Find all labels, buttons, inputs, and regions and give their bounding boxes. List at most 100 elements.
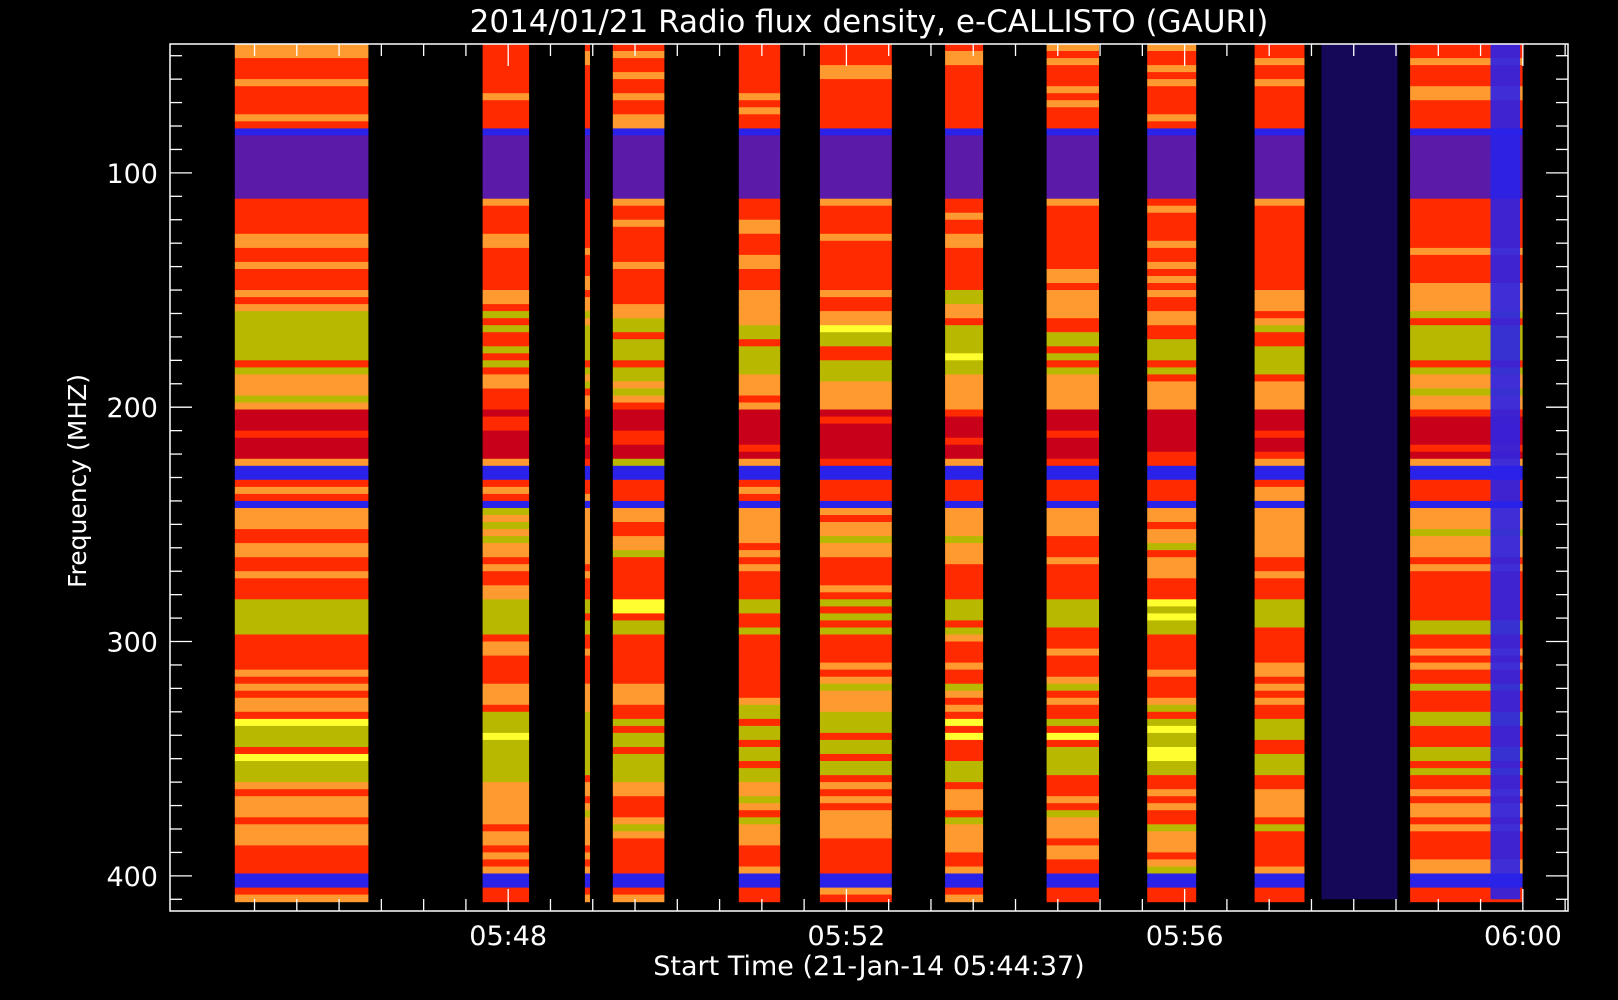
spectrogram-cell: [482, 86, 530, 94]
spectrogram-cell: [482, 304, 530, 312]
spectrogram-cell: [819, 697, 892, 706]
spectrogram-cell: [819, 536, 892, 544]
spectrogram-cell: [584, 247, 590, 256]
spectrogram-cell: [819, 648, 892, 657]
spectrogram-cell: [234, 606, 369, 614]
spectrogram-cell: [945, 887, 984, 896]
spectrogram-cell: [584, 128, 590, 136]
spectrogram-cell: [945, 522, 984, 530]
spectrogram-cell: [612, 402, 665, 411]
spectrogram-cell: [584, 58, 590, 66]
spectrogram-cell: [1046, 360, 1099, 368]
spectrogram-cell: [1410, 831, 1523, 839]
spectrogram-cell: [1410, 254, 1523, 263]
spectrogram-cell: [1410, 198, 1523, 207]
spectrogram-cell: [1147, 107, 1197, 115]
spectrogram-cell: [584, 662, 590, 671]
spectrogram-cell: [738, 395, 781, 404]
spectrogram-cell: [234, 739, 369, 748]
spectrogram-cell: [234, 402, 369, 411]
spectrogram-cell: [738, 697, 781, 706]
spectrogram-cell: [482, 318, 530, 326]
spectrogram-cell: [584, 212, 590, 221]
spectrogram-cell: [1254, 718, 1305, 727]
spectrogram-cell: [945, 44, 984, 52]
spectrogram-cell: [1410, 297, 1523, 305]
spectrogram-cell: [1410, 72, 1523, 80]
spectrogram-cell: [945, 796, 984, 804]
spectrogram-cell: [584, 599, 590, 607]
spectrogram-cell: [1410, 479, 1523, 488]
spectrogram-cell: [612, 845, 665, 853]
spectrogram-cell: [584, 613, 590, 621]
spectrogram-cell: [234, 796, 369, 804]
spectrogram-cell: [1410, 311, 1523, 319]
spectrogram-cell: [945, 465, 984, 474]
spectrogram-cell: [1046, 437, 1099, 446]
spectrogram-cell: [482, 817, 530, 825]
spectrogram-cell: [819, 381, 892, 389]
spectrogram-cell: [584, 437, 590, 446]
spectrogram-cell: [819, 718, 892, 727]
spectrogram-cell: [1410, 564, 1523, 572]
spectrogram-cell: [1046, 233, 1099, 242]
spectrogram-cell: [612, 458, 665, 467]
spectrogram-cell: [584, 887, 590, 896]
spectrogram-cell: [945, 838, 984, 846]
spectrogram-cell: [1147, 177, 1197, 186]
spectrogram-cell: [1254, 500, 1305, 509]
spectrogram-cell: [1254, 796, 1305, 804]
spectrogram-cell: [612, 768, 665, 776]
spectrogram-cell: [612, 297, 665, 305]
spectrogram-cell: [1254, 739, 1305, 748]
spectrogram-cell: [482, 332, 530, 340]
spectrogram-cell: [584, 79, 590, 87]
spectrogram-cell: [738, 283, 781, 291]
spectrogram-cell: [234, 395, 369, 404]
spectrogram-cell: [612, 655, 665, 664]
spectrogram-cell: [945, 543, 984, 551]
spectrogram-cell: [234, 374, 369, 382]
spectrogram-cell: [1410, 571, 1523, 579]
spectrogram-cell: [1046, 627, 1099, 636]
spectrogram-cell: [234, 416, 369, 425]
spectrogram-cell: [612, 486, 665, 495]
spectrogram-cell: [1254, 648, 1305, 657]
spectrogram-cell: [1046, 142, 1099, 150]
spectrogram-cell: [612, 325, 665, 333]
spectrogram-cell: [234, 803, 369, 811]
spectrogram-cell: [482, 79, 530, 87]
spectrogram-cell: [1046, 276, 1099, 284]
spectrogram-cell: [1254, 44, 1305, 52]
spectrogram-cell: [819, 761, 892, 769]
y-tick-label: 200: [106, 393, 158, 424]
spectrogram-cell: [482, 93, 530, 101]
spectrogram-cell: [482, 114, 530, 122]
spectrogram-cell: [819, 177, 892, 186]
spectrogram-cell: [1046, 121, 1099, 129]
spectrogram-cell: [234, 683, 369, 692]
spectrogram-cell: [482, 613, 530, 621]
spectrogram-cell: [612, 761, 665, 769]
spectrogram-cell: [584, 44, 590, 52]
spectrogram-cell: [1254, 240, 1305, 249]
spectrogram-cell: [584, 641, 590, 650]
spectrogram-cell: [1254, 219, 1305, 228]
spectrogram-cell: [234, 360, 369, 368]
spectrogram-cell: [1410, 641, 1523, 650]
spectrogram-cell: [945, 367, 984, 375]
spectrogram-cell: [584, 747, 590, 755]
spectrogram-cell: [738, 205, 781, 214]
x-tick-label: 05:48: [469, 921, 547, 952]
spectrogram-cell: [1254, 571, 1305, 579]
spectrogram-cell: [1147, 318, 1197, 326]
spectrogram-cell: [1410, 465, 1523, 474]
spectrogram-cell: [1254, 353, 1305, 361]
spectrogram-cell: [482, 704, 530, 713]
spectrogram-cell: [612, 332, 665, 340]
spectrogram-cell: [1147, 662, 1197, 671]
spectrogram-cell: [738, 641, 781, 650]
spectrogram-cell: [819, 817, 892, 825]
spectrogram-cell: [738, 606, 781, 614]
spectrogram-cell: [1254, 212, 1305, 221]
